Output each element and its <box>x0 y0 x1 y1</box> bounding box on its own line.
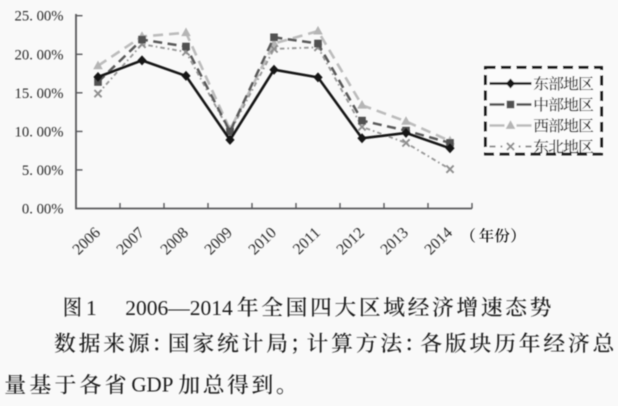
svg-text:0. 00%: 0. 00% <box>22 202 64 218</box>
svg-text:15. 00%: 15. 00% <box>15 86 64 102</box>
svg-text:1: 1 <box>86 296 97 320</box>
svg-text:5. 00%: 5. 00% <box>22 163 64 179</box>
svg-text:GDP: GDP <box>131 373 173 397</box>
svg-text:2006—2014: 2006—2014 <box>125 296 233 320</box>
svg-text:10. 00%: 10. 00% <box>15 124 64 140</box>
svg-text:25. 00%: 25. 00% <box>15 9 64 25</box>
svg-text:20. 00%: 20. 00% <box>15 47 64 63</box>
